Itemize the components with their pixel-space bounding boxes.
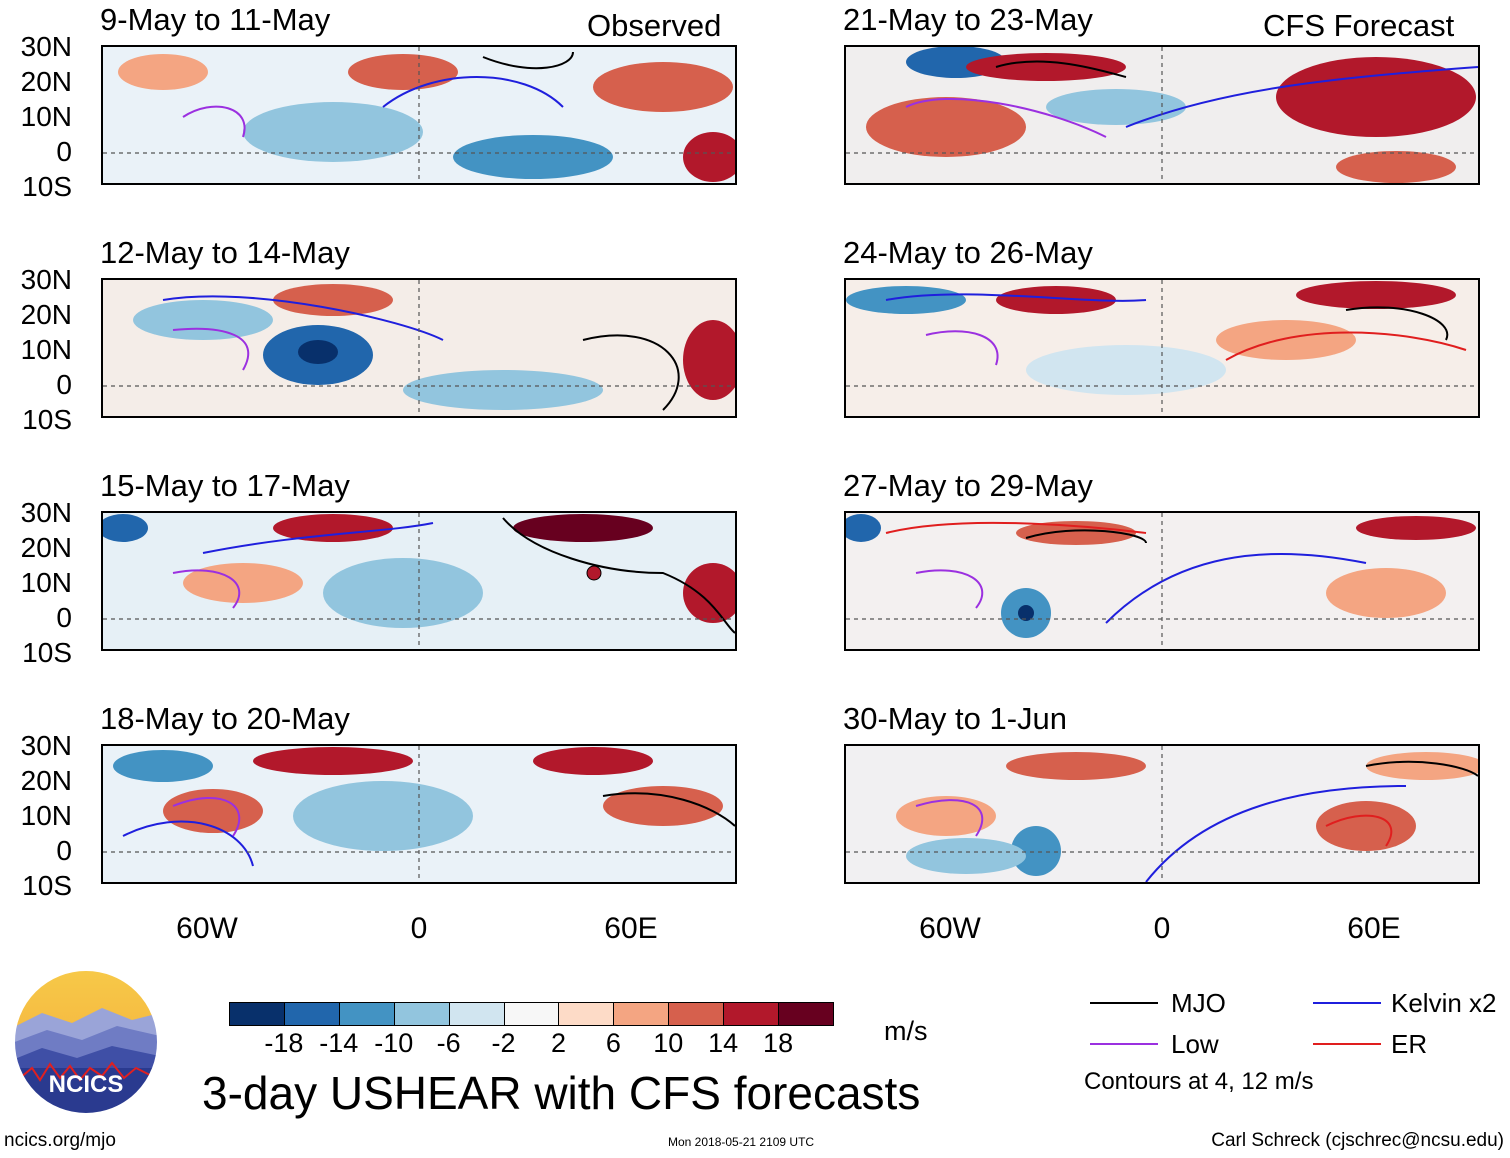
panel-title-fc-1: 21-May to 23-May <box>843 2 1093 37</box>
colorbar-label: 18 <box>763 1028 794 1058</box>
map-panel-fc-1 <box>844 45 1480 185</box>
footer-credit: Carl Schreck (cjschrec@ncsu.edu) <box>1211 1130 1504 1151</box>
y-label-10n: 10N <box>20 800 72 831</box>
colorbar-label: -6 <box>436 1028 461 1058</box>
map-panel-fc-4 <box>844 744 1480 884</box>
x-label-0-fc: 0 <box>1153 912 1171 945</box>
legend-label-er: ER <box>1391 1029 1428 1059</box>
y-label-10s: 10S <box>22 870 72 901</box>
observed-header: Observed <box>587 8 722 43</box>
colorbar-box <box>723 1002 780 1026</box>
panel-title-fc-3: 27-May to 29-May <box>843 468 1093 503</box>
panel-title-obs-1: 9-May to 11-May <box>100 2 331 37</box>
footer-timestamp: Mon 2018-05-21 2109 UTC <box>668 1135 815 1149</box>
colorbar-label: -14 <box>319 1028 359 1058</box>
panel-title-fc-4: 30-May to 1-Jun <box>843 701 1067 736</box>
x-label-60w-obs: 60W <box>176 912 238 945</box>
colorbar-box <box>283 1002 340 1026</box>
panel-title-fc-2: 24-May to 26-May <box>843 235 1093 270</box>
y-label-30n: 30N <box>20 730 72 761</box>
colorbar <box>229 1002 834 1026</box>
legend-line-kelvin <box>1313 1002 1381 1004</box>
x-label-0-obs: 0 <box>410 912 428 945</box>
colorbar-labels: -18 -14 -10 -6 -2 2 6 10 14 18 <box>229 1030 833 1060</box>
y-label-eq: 0 <box>56 835 72 866</box>
y-label-30n: 30N <box>20 31 72 62</box>
map-panel-obs-2 <box>101 278 737 418</box>
colorbar-label: -2 <box>491 1028 516 1058</box>
colorbar-label: -10 <box>374 1028 414 1058</box>
y-label-eq: 0 <box>56 369 72 400</box>
colorbar-box <box>778 1002 834 1026</box>
y-label-20n: 20N <box>20 66 72 97</box>
colorbar-box <box>668 1002 725 1026</box>
ncics-logo: NCICS <box>12 968 160 1116</box>
legend-line-er <box>1313 1043 1381 1045</box>
x-label-60e-fc: 60E <box>1347 912 1401 945</box>
panel-title-obs-2: 12-May to 14-May <box>100 235 350 270</box>
colorbar-label: 6 <box>605 1028 621 1058</box>
footer-url[interactable]: ncics.org/mjo <box>4 1130 116 1151</box>
y-label-20n: 20N <box>20 532 72 563</box>
panel-title-obs-4: 18-May to 20-May <box>100 701 350 736</box>
y-label-30n: 30N <box>20 497 72 528</box>
legend-label-mjo: MJO <box>1171 988 1226 1018</box>
colorbar-box <box>503 1002 560 1026</box>
x-label-60e-obs: 60E <box>604 912 658 945</box>
map-panel-obs-4 <box>101 744 737 884</box>
colorbar-units: m/s <box>884 1016 928 1046</box>
y-label-10s: 10S <box>22 637 72 668</box>
y-label-10n: 10N <box>20 567 72 598</box>
colorbar-label: 14 <box>708 1028 739 1058</box>
y-label-20n: 20N <box>20 765 72 796</box>
map-panel-fc-3 <box>844 511 1480 651</box>
colorbar-box <box>338 1002 395 1026</box>
legend-line-mjo <box>1090 1002 1158 1004</box>
y-label-10n: 10N <box>20 334 72 365</box>
colorbar-box <box>558 1002 615 1026</box>
map-panel-obs-3 <box>101 511 737 651</box>
y-label-30n: 30N <box>20 264 72 295</box>
y-label-10s: 10S <box>22 171 72 202</box>
y-label-20n: 20N <box>20 299 72 330</box>
colorbar-box <box>229 1002 285 1026</box>
colorbar-box <box>613 1002 670 1026</box>
y-label-10s: 10S <box>22 404 72 435</box>
colorbar-box <box>448 1002 505 1026</box>
legend-label-kelvin: Kelvin x2 <box>1391 988 1497 1018</box>
legend-label-low: Low <box>1171 1029 1219 1059</box>
map-panel-fc-2 <box>844 278 1480 418</box>
y-label-eq: 0 <box>56 602 72 633</box>
panel-title-obs-3: 15-May to 17-May <box>100 468 350 503</box>
colorbar-label: 10 <box>653 1028 684 1058</box>
y-label-10n: 10N <box>20 101 72 132</box>
legend-note: Contours at 4, 12 m/s <box>1084 1068 1314 1095</box>
x-label-60w-fc: 60W <box>919 912 981 945</box>
map-panel-obs-1 <box>101 45 737 185</box>
legend-line-low <box>1090 1043 1158 1045</box>
y-label-eq: 0 <box>56 136 72 167</box>
logo-text: NCICS <box>49 1071 124 1098</box>
main-title: 3-day USHEAR with CFS forecasts <box>202 1067 921 1119</box>
forecast-header: CFS Forecast <box>1263 8 1455 43</box>
colorbar-label: 2 <box>550 1028 566 1058</box>
colorbar-label: -18 <box>264 1028 304 1058</box>
colorbar-box <box>393 1002 450 1026</box>
